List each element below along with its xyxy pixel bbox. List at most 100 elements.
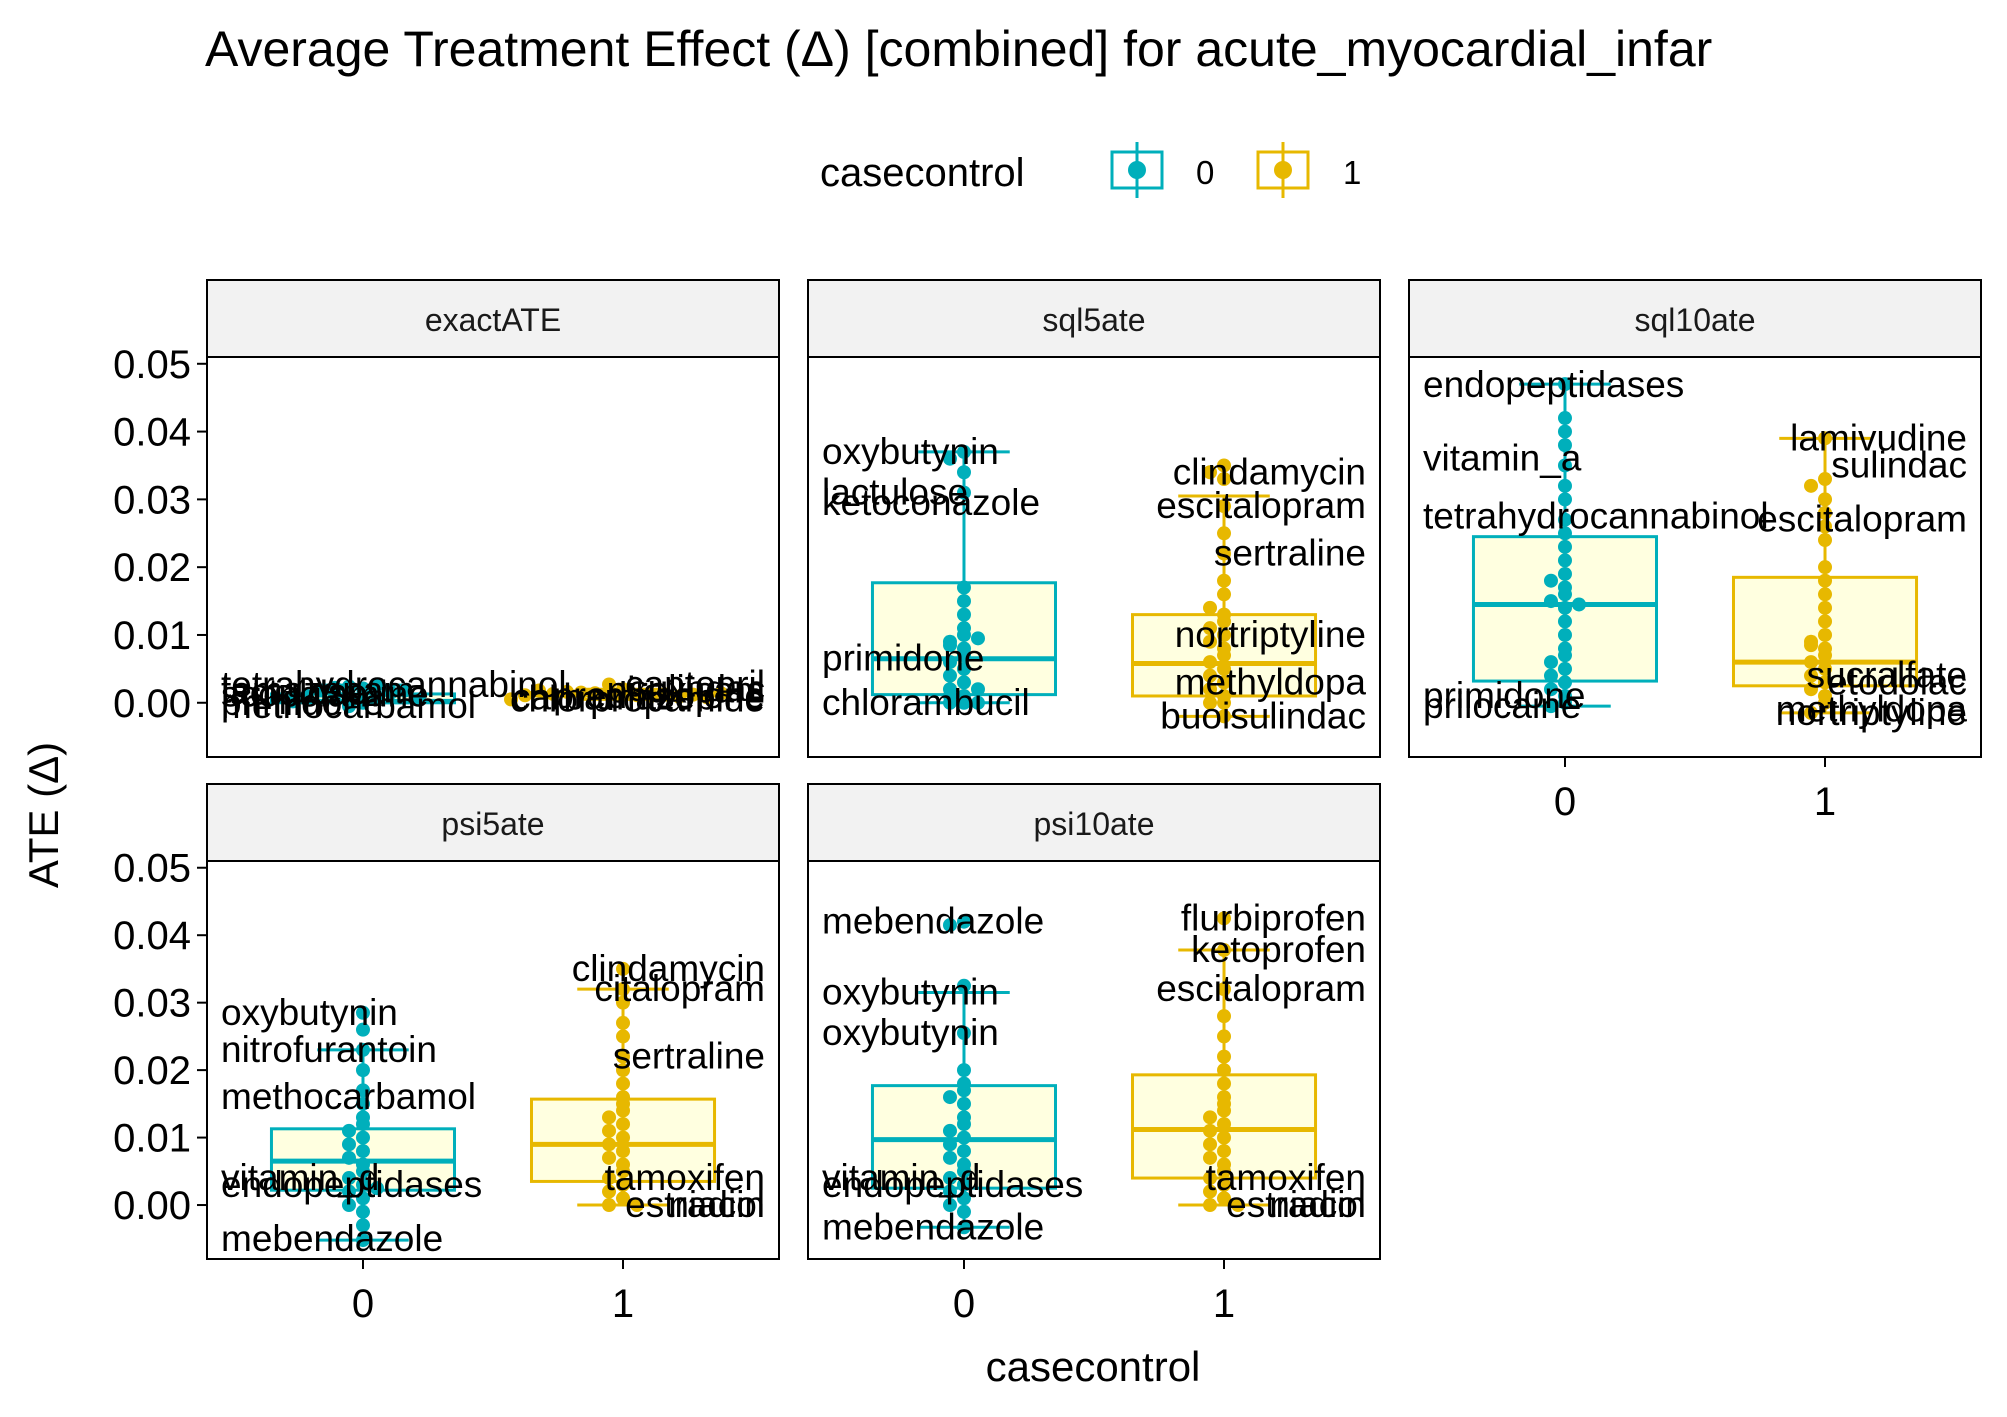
point-label: escitalopram	[1156, 968, 1366, 1009]
data-point	[1203, 621, 1218, 636]
data-point	[1818, 614, 1833, 629]
point-label: piroxicam	[607, 670, 765, 711]
x-tick-label: 0	[953, 1282, 975, 1326]
data-point	[942, 688, 957, 703]
point-label: niacin	[1269, 1184, 1366, 1225]
data-point	[1217, 709, 1232, 724]
point-label: sertraline	[1214, 533, 1366, 574]
x-tick-label: 1	[1814, 780, 1836, 824]
data-point	[355, 1005, 370, 1020]
data-point	[1217, 1191, 1232, 1206]
point-label: estradiol	[625, 1184, 765, 1225]
y-tick-label: 0.04	[113, 914, 191, 958]
panel-frame-exactATE	[206, 356, 780, 758]
data-point	[616, 682, 631, 697]
data-point	[1203, 655, 1218, 670]
data-point	[956, 1130, 971, 1145]
point-label: scopolamine	[221, 674, 429, 715]
point-label: vitamin_d	[221, 1157, 379, 1198]
point-label: primidone	[221, 682, 383, 723]
data-point	[1217, 1144, 1232, 1159]
data-point	[341, 1137, 356, 1152]
panels: exactATE 0.00 0.01 0.02 0.03 0.04 0.05 tetrahyd…	[113, 279, 1982, 1326]
data-point	[602, 1150, 617, 1165]
point-label: lamivudine	[1790, 417, 1967, 458]
data-point	[1217, 546, 1232, 561]
data-point	[1818, 675, 1833, 690]
data-point	[341, 1150, 356, 1165]
y-tick-label: 0.05	[113, 847, 191, 891]
point-label: buoisulindac	[1160, 695, 1366, 736]
y-axis-title: ATE (Δ)	[20, 742, 67, 888]
data-point	[1217, 614, 1232, 629]
point-label: methocarbamol	[221, 1076, 476, 1117]
point-label: nortriptyline	[1175, 614, 1366, 655]
data-point	[1203, 1137, 1218, 1152]
data-point	[616, 1063, 631, 1078]
data-point	[1543, 594, 1558, 609]
data-point	[1217, 1029, 1232, 1044]
data-point	[355, 1191, 370, 1206]
data-point	[1557, 587, 1572, 602]
data-point	[1818, 533, 1833, 548]
point-label: primidone	[822, 638, 984, 679]
data-point	[1557, 661, 1572, 676]
data-point	[942, 1123, 957, 1138]
y-tick-label: 0.02	[113, 1049, 191, 1093]
data-point	[1203, 695, 1218, 710]
data-point	[1804, 705, 1819, 720]
data-point	[942, 655, 957, 670]
data-point	[355, 1204, 370, 1219]
data-point	[1217, 627, 1232, 642]
strip-exactATE	[206, 279, 780, 358]
data-point	[1217, 1076, 1232, 1091]
data-point	[355, 1130, 370, 1145]
data-point	[1557, 411, 1572, 426]
data-point	[942, 1184, 957, 1199]
point-label: etodolac	[1827, 661, 1967, 702]
data-point	[616, 1029, 631, 1044]
data-point	[1217, 1130, 1232, 1145]
data-point	[616, 995, 631, 1010]
point-label: escitalopram	[1757, 499, 1967, 540]
data-point	[1217, 661, 1232, 676]
data-point	[1818, 505, 1833, 520]
data-point	[1818, 519, 1833, 534]
data-point	[1217, 675, 1232, 690]
data-point	[1217, 943, 1232, 958]
x-tick-label: 1	[1213, 1282, 1235, 1326]
point-label: sulindac	[629, 668, 765, 709]
data-point	[299, 688, 314, 703]
point-label: lactulose	[221, 672, 367, 713]
point-label: prilocaine	[1423, 685, 1581, 726]
panel-sql10ate: sql10ate 0 1 endopeptidases vitamin_atetrahy…	[1408, 279, 1982, 824]
data-point	[504, 692, 519, 707]
data-point	[1804, 638, 1819, 653]
data-point	[1217, 1063, 1232, 1078]
point-label: nortriptyline	[1776, 692, 1967, 733]
data-point	[956, 1164, 971, 1179]
data-point	[341, 679, 356, 694]
point-label: tetrahydrocannabinol	[1423, 495, 1769, 536]
data-point	[341, 1198, 356, 1213]
y-tick-label: 0.05	[113, 343, 191, 387]
data-point	[1217, 1117, 1232, 1132]
data-point	[355, 681, 370, 696]
data-point	[616, 982, 631, 997]
data-point	[956, 1144, 971, 1159]
data-point	[1217, 648, 1232, 663]
point-label: oxybutynin	[221, 992, 398, 1033]
data-point	[942, 451, 957, 466]
data-point	[341, 699, 356, 714]
data-point	[602, 1123, 617, 1138]
data-point	[956, 594, 971, 609]
legend-key-0-dot	[1128, 161, 1146, 179]
data-point	[1818, 431, 1833, 446]
data-point	[616, 1191, 631, 1206]
data-point	[956, 661, 971, 676]
data-point	[602, 1171, 617, 1186]
data-point	[602, 1198, 617, 1213]
data-point	[956, 695, 971, 710]
data-point	[1818, 695, 1833, 710]
data-point	[1543, 682, 1558, 697]
